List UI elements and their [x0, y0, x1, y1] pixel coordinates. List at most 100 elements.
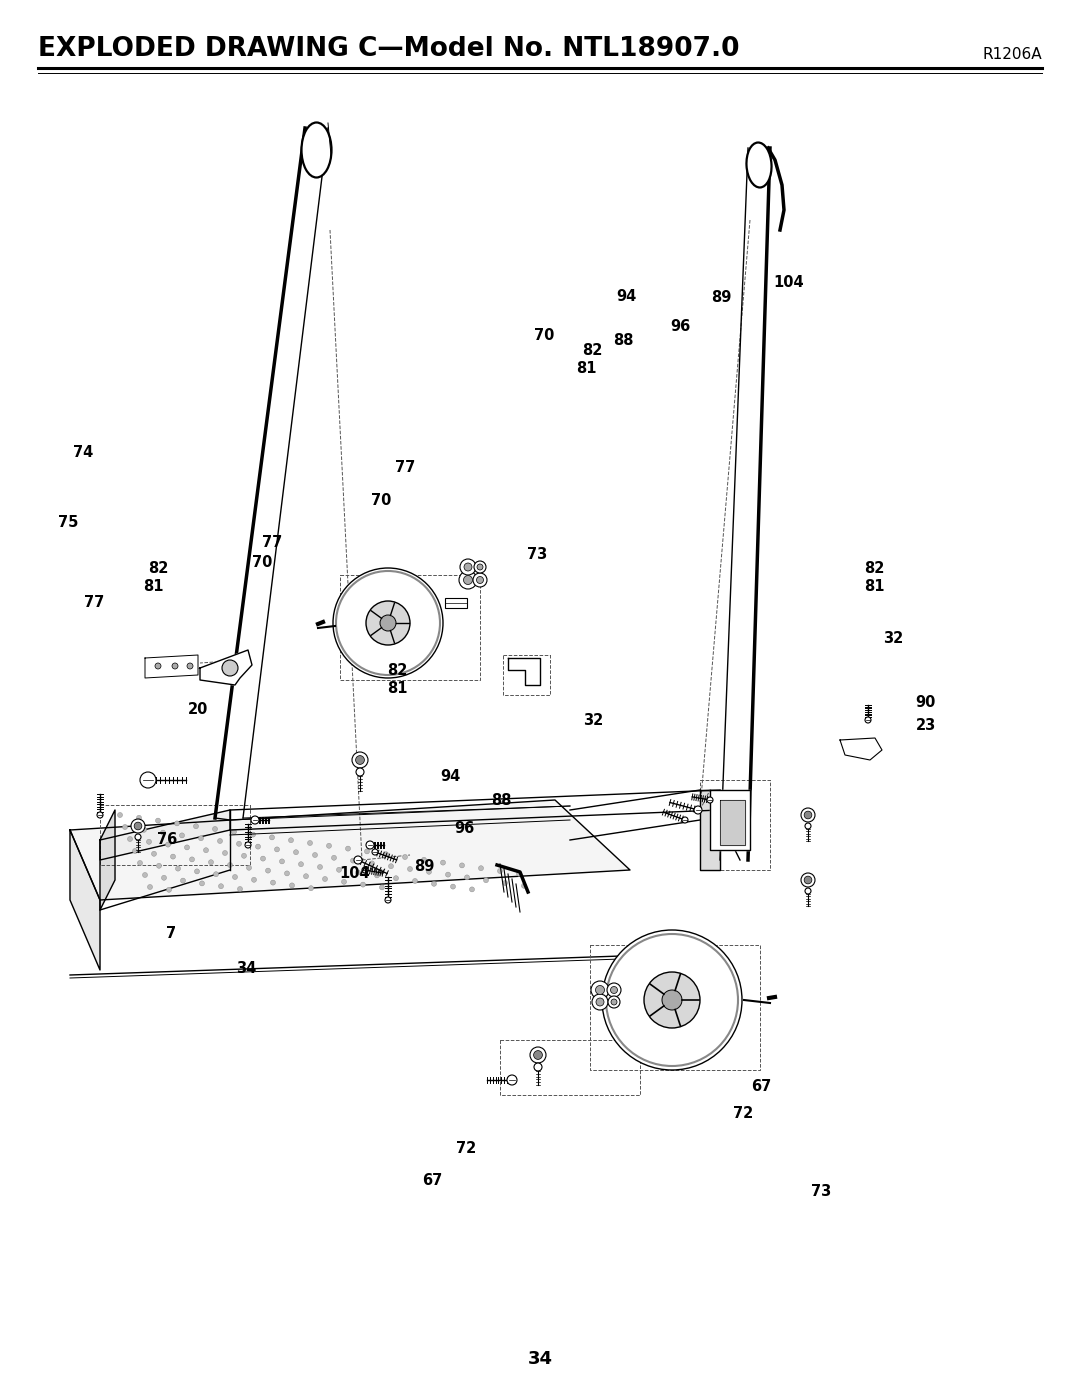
Circle shape	[595, 985, 605, 995]
Circle shape	[161, 830, 165, 835]
Text: 104: 104	[339, 866, 369, 880]
Circle shape	[326, 844, 332, 848]
Circle shape	[355, 870, 361, 875]
Circle shape	[707, 798, 713, 803]
Circle shape	[260, 856, 266, 861]
Circle shape	[127, 837, 133, 841]
Circle shape	[427, 869, 432, 875]
Circle shape	[180, 879, 186, 883]
Circle shape	[805, 823, 811, 828]
Circle shape	[592, 995, 608, 1010]
Circle shape	[141, 827, 147, 833]
Circle shape	[522, 883, 527, 888]
Circle shape	[384, 897, 391, 902]
Circle shape	[441, 861, 446, 865]
Circle shape	[312, 852, 318, 858]
Circle shape	[140, 773, 156, 788]
Circle shape	[596, 997, 604, 1006]
Circle shape	[662, 990, 681, 1010]
Circle shape	[355, 756, 364, 764]
Bar	[445, 598, 467, 608]
Polygon shape	[70, 800, 630, 900]
Circle shape	[446, 872, 450, 877]
Ellipse shape	[301, 123, 332, 177]
Circle shape	[464, 875, 470, 880]
Circle shape	[333, 569, 443, 678]
Text: 77: 77	[262, 535, 282, 549]
Circle shape	[681, 817, 688, 823]
Text: 72: 72	[457, 1141, 476, 1155]
Circle shape	[270, 880, 275, 886]
Circle shape	[805, 876, 812, 884]
Text: 104: 104	[773, 275, 804, 289]
Circle shape	[122, 824, 127, 830]
Text: 81: 81	[388, 682, 407, 696]
Text: 73: 73	[811, 1185, 831, 1199]
Circle shape	[463, 576, 473, 584]
Text: 20: 20	[188, 703, 207, 717]
Circle shape	[379, 884, 384, 890]
Circle shape	[332, 855, 337, 861]
Circle shape	[470, 887, 474, 891]
Text: 82: 82	[149, 562, 168, 576]
Circle shape	[118, 813, 122, 817]
Circle shape	[354, 856, 362, 863]
Text: 89: 89	[415, 859, 434, 873]
Polygon shape	[70, 830, 100, 970]
Circle shape	[294, 849, 298, 855]
Circle shape	[185, 845, 189, 849]
Circle shape	[361, 882, 365, 887]
Circle shape	[172, 664, 178, 669]
Circle shape	[534, 1051, 542, 1059]
Circle shape	[148, 884, 152, 890]
Text: 89: 89	[712, 291, 731, 305]
Text: 82: 82	[865, 562, 885, 576]
Circle shape	[187, 664, 193, 669]
Circle shape	[266, 868, 270, 873]
Circle shape	[459, 863, 464, 868]
Circle shape	[217, 838, 222, 844]
Circle shape	[421, 858, 427, 862]
Circle shape	[135, 834, 141, 840]
Circle shape	[213, 827, 217, 831]
Circle shape	[801, 807, 815, 821]
Circle shape	[474, 562, 486, 573]
Circle shape	[231, 830, 237, 834]
Text: 81: 81	[577, 362, 596, 376]
Text: 67: 67	[422, 1173, 442, 1187]
Circle shape	[208, 859, 214, 865]
Text: EXPLODED DRAWING C—Model No. NTL18907.0: EXPLODED DRAWING C—Model No. NTL18907.0	[38, 36, 740, 61]
Circle shape	[218, 884, 224, 888]
Circle shape	[516, 872, 522, 876]
Circle shape	[318, 865, 323, 869]
Circle shape	[162, 876, 166, 880]
Text: 34: 34	[527, 1350, 553, 1368]
Circle shape	[166, 887, 172, 893]
Circle shape	[502, 880, 508, 886]
Circle shape	[459, 571, 477, 590]
Circle shape	[346, 847, 351, 851]
Circle shape	[403, 855, 407, 859]
Circle shape	[610, 986, 618, 993]
Circle shape	[337, 868, 341, 872]
Text: 81: 81	[865, 580, 885, 594]
Circle shape	[372, 849, 378, 855]
Circle shape	[366, 841, 374, 849]
Circle shape	[393, 876, 399, 880]
Circle shape	[156, 819, 161, 823]
Text: 74: 74	[73, 446, 93, 460]
Circle shape	[413, 879, 418, 883]
Text: 90: 90	[916, 696, 935, 710]
Circle shape	[256, 844, 260, 849]
Circle shape	[352, 752, 368, 768]
Circle shape	[147, 840, 151, 844]
Circle shape	[432, 882, 436, 886]
Circle shape	[199, 835, 203, 841]
Text: 82: 82	[582, 344, 602, 358]
Text: 23: 23	[916, 718, 935, 732]
Circle shape	[242, 854, 246, 858]
Circle shape	[298, 862, 303, 866]
Circle shape	[232, 875, 238, 880]
Circle shape	[252, 877, 257, 883]
Circle shape	[366, 601, 410, 645]
